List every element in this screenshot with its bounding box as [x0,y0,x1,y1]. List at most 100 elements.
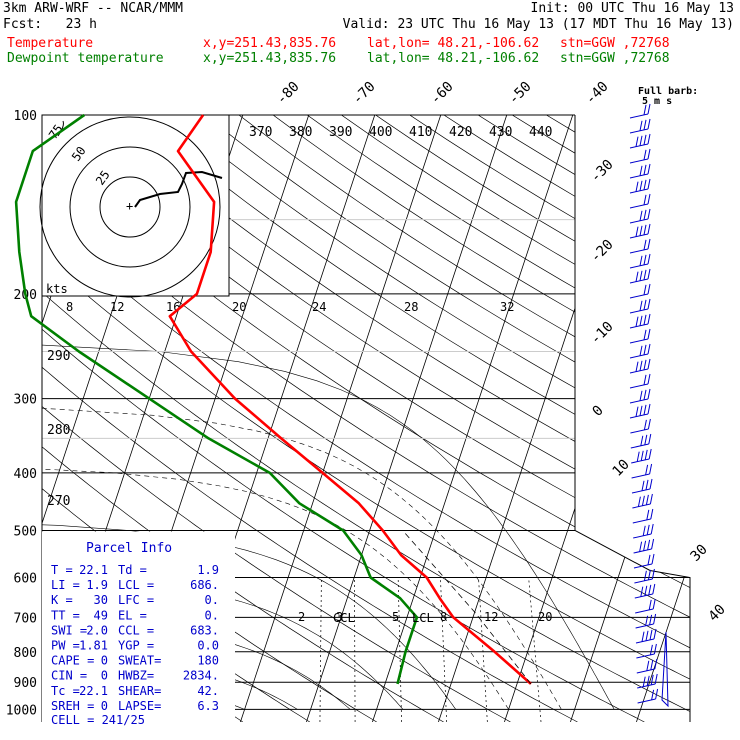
barb-feather [647,328,651,340]
temperature-label: Temperature [7,36,94,51]
hodograph-ring-label: 25 [93,168,113,188]
wind-barb [630,418,651,434]
parcel-info-cell: LAPSE= [118,699,161,713]
barb-staff [632,503,651,509]
barb-feather [643,540,647,551]
barb-staff [629,143,649,149]
parcel-info-cell-motion: CELL = 241/25 [51,713,145,727]
wind-barb [629,163,651,179]
barb-feather [643,314,647,325]
barb-staff [629,353,649,359]
hodo-speed-label: 8 [66,300,73,314]
barb-feather [635,361,639,372]
barb-staff [631,473,650,479]
barb-feather [645,615,649,626]
barb-feather [643,269,647,280]
dewpoint-label: Dewpoint temperature [7,51,164,66]
barb-feather [647,313,651,325]
barb-staff [629,218,649,224]
isotherm-label: -60 [428,79,457,108]
parcel-info-cell: 2.0 [86,623,108,637]
dry-adiabat [136,115,690,722]
parcel-info-cell: SHEAR= [118,684,161,698]
right-edge [574,530,691,722]
barb-feather [647,539,651,550]
wind-barb [629,283,651,299]
dry-adiabat [443,115,690,722]
barb-feather [644,585,648,596]
isotherm-line [372,115,574,722]
barb-feather [643,149,647,160]
barb-staff [633,533,652,539]
hodograph-outer-ring [57,120,64,137]
hodograph-ring-label: 75 [46,122,66,142]
theta-label: 380 [289,125,312,140]
barb-staff [629,413,649,419]
barb-staff [637,698,656,704]
parcel-info-cell: T = [51,563,73,577]
mixing-ratio-label: 3 [336,610,343,624]
parcel-info-cell: 22.1 [79,684,108,698]
mixing-ratio-label: 8 [440,610,447,624]
parcel-info-cell: HWBZ= [118,669,154,683]
theta-label: 430 [489,125,512,140]
isotherm-label: 0 [590,403,607,420]
barb-feather [639,120,643,131]
dewpoint-line [14,113,419,685]
barb-feather [649,644,653,655]
barb-staff [633,563,653,569]
barb-feather [653,613,657,625]
barb-feather [635,316,639,327]
barb-feather [650,508,654,520]
barb-feather [653,643,657,655]
temperature-xy: x,y=251.43,835.76 [203,36,337,51]
mixing-ratio-line [478,577,488,722]
mixing-ratio-label: 12 [484,610,498,624]
isotherm-label: 30 [688,542,711,565]
barb-feather [643,389,647,400]
barb-feather [647,388,651,400]
barb-feather [648,448,652,460]
wind-barb [629,373,651,389]
barb-feather [650,523,654,535]
parcel-info-cell: CCL = [118,623,154,637]
hodograph-ring-label: 50 [69,144,89,164]
barb-feather [647,223,651,235]
wind-barb [629,328,651,344]
parcel-info-cell: 1.9 [197,563,219,577]
barb-feather [635,181,639,192]
barb-staff [634,578,653,584]
wind-barb [629,238,651,254]
barb-feather [639,135,643,146]
wind-barb [635,613,657,629]
dry-adiabat [42,115,690,722]
hodograph-ring [39,116,221,298]
barb-feather [644,434,648,445]
isotherm-line [42,115,46,722]
barb-feather [652,598,656,610]
barb-feather [647,373,651,385]
barb-staff [633,548,652,554]
wind-barb [629,388,651,404]
barb-staff [629,158,649,164]
dewpoint-latlon: lat,lon= 48.21,-106.62 [367,51,540,66]
barb-feather [648,433,652,445]
parcel-info-cell: 0 [101,699,108,713]
parcel-info-cell: 0.0 [197,639,219,653]
barb-feather [639,225,643,236]
mixing-ratio-line [354,577,356,722]
barb-staff [630,443,649,449]
barb-feather [654,673,658,685]
wind-barb [629,223,651,239]
barb-staff [629,203,649,209]
parcel-info-cell: Td = [118,563,147,577]
barb-staff [636,668,655,674]
wind-barb [633,538,655,554]
barb-staff [629,398,649,404]
parcel-info-cell: CIN = [51,669,87,683]
hodograph-center-mark: + [126,199,133,213]
wind-barb [634,583,656,599]
barb-staff [631,458,650,464]
barb-feather [647,403,651,415]
pressure-label: 500 [14,524,37,539]
